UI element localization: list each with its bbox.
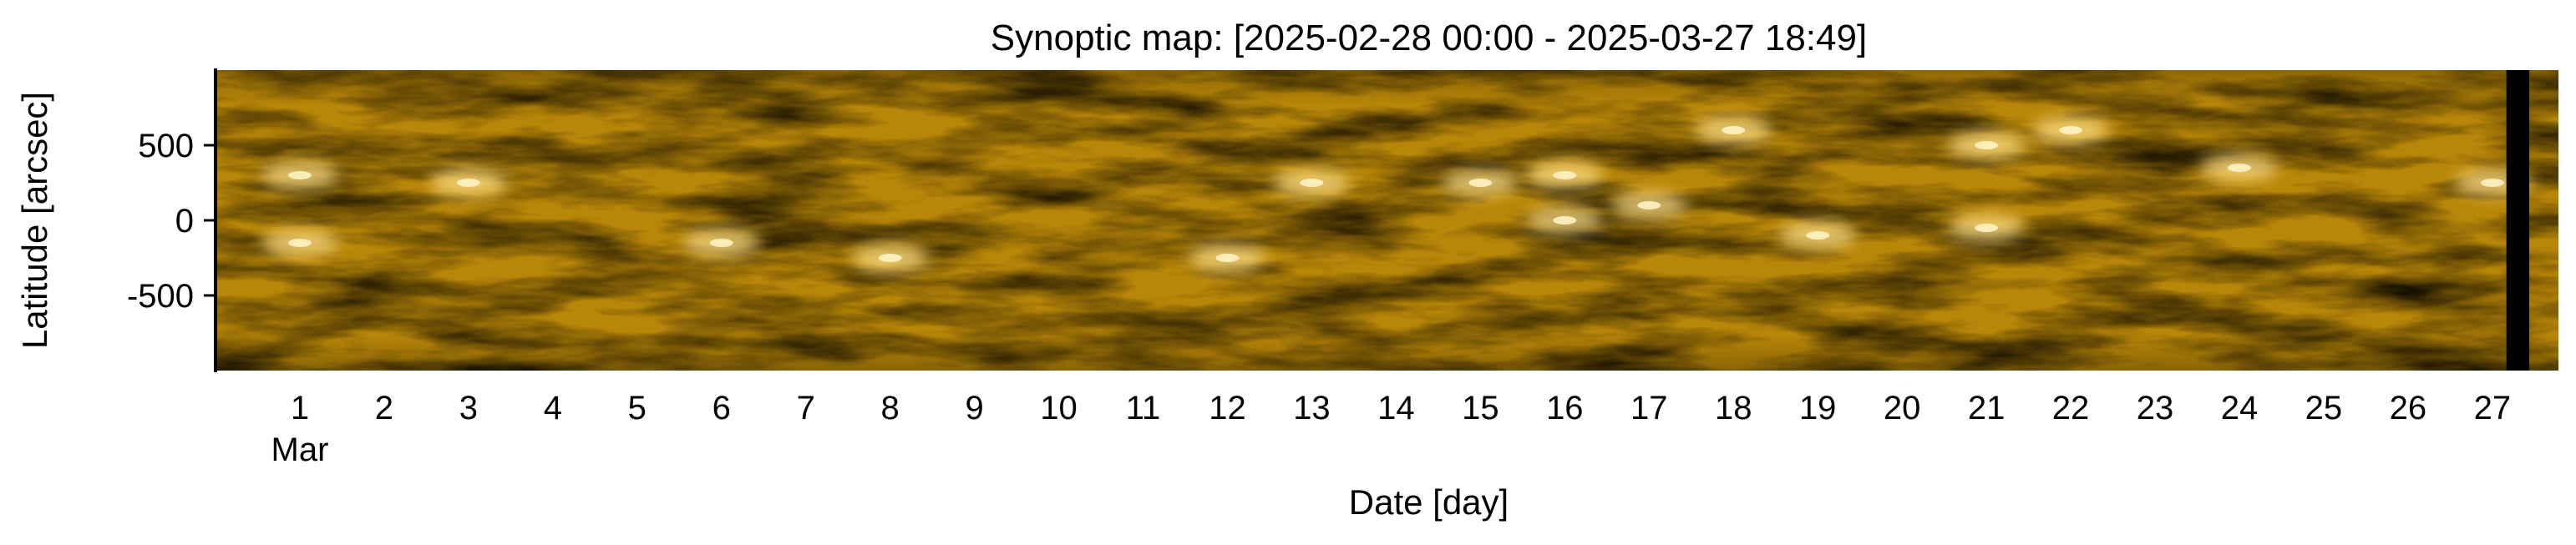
x-tick-label: 18: [1715, 390, 1752, 426]
x-tick-label: 20: [1884, 390, 1921, 426]
x-tick-label: 7: [797, 390, 815, 426]
x-tick-label: 6: [712, 390, 731, 426]
y-tick-label: 0: [175, 203, 194, 240]
x-tick-label: 9: [965, 390, 983, 426]
x-tick-label: 3: [459, 390, 478, 426]
x-tick-label: 24: [2221, 390, 2259, 426]
x-tick-label: 16: [1546, 390, 1584, 426]
y-tick-label: 500: [138, 128, 194, 164]
y-axis-label: Latitude [arcsec]: [15, 92, 54, 349]
x-tick-label: 22: [2052, 390, 2090, 426]
chart-title: Synoptic map: [2025-02-28 00:00 - 2025-0…: [991, 18, 1867, 58]
x-tick-label: 13: [1293, 390, 1331, 426]
x-tick-label: 25: [2305, 390, 2343, 426]
x-tick-label: 8: [881, 390, 900, 426]
x-tick-label: 12: [1209, 390, 1246, 426]
x-tick-label: 17: [1630, 390, 1668, 426]
x-tick-label: 5: [628, 390, 647, 426]
x-tick-label: 1: [291, 390, 309, 426]
x-month-label: Mar: [271, 431, 329, 468]
plot-area: [216, 70, 2558, 371]
x-tick-label: 4: [544, 390, 562, 426]
x-axis-label: Date [day]: [1349, 482, 1509, 522]
x-tick-label: 15: [1462, 390, 1499, 426]
x-tick-label: 23: [2137, 390, 2174, 426]
x-axis-ticks: 1 2 3 4 5 6 7 8 9 10 11 12 13 14 15 16 17 18 19 20 21 22 23 24 2…: [291, 390, 2511, 426]
x-tick-label: 14: [1377, 390, 1415, 426]
x-tick-label: 19: [1799, 390, 1837, 426]
data-gap-band: [2506, 70, 2530, 371]
x-tick-label: 2: [375, 390, 393, 426]
y-axis-ticks: 500 0 -500: [127, 128, 216, 315]
x-tick-label: 11: [1126, 390, 1161, 426]
x-tick-label: 21: [1968, 390, 2006, 426]
heatmap-limb-shading: [216, 70, 2558, 371]
x-tick-label: 27: [2474, 390, 2512, 426]
y-tick-label: -500: [127, 278, 194, 315]
x-tick-label: 10: [1040, 390, 1078, 426]
x-tick-label: 26: [2390, 390, 2427, 426]
